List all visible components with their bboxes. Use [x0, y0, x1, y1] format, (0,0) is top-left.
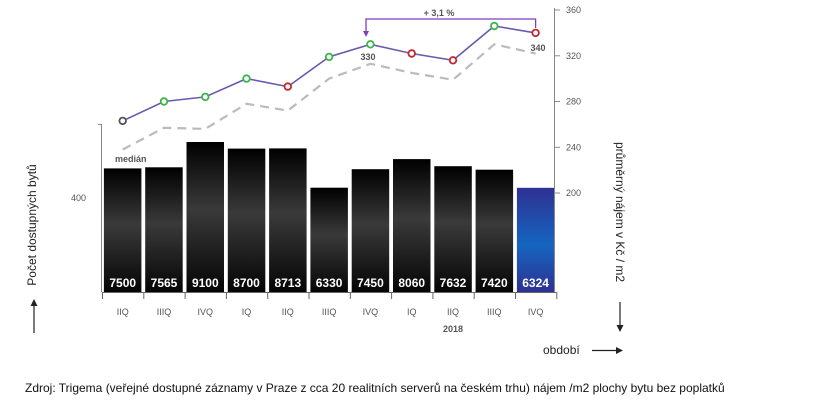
average-rent-point: [159, 97, 169, 106]
x-tick-label: IIIQ: [322, 307, 337, 317]
median-label: medián: [115, 154, 147, 164]
bar: [516, 187, 555, 292]
right-tick-label: 320: [566, 51, 581, 61]
axes-layer: IIQ IIIQ IVQ IQ IIQ IIIQ IVQ IQ IIQ IIIQ IVQ 2018 40…: [71, 5, 581, 334]
x-tick-label: IIIQ: [157, 307, 172, 317]
bar-value-label: 8713: [274, 276, 301, 290]
x-tick-label: IIQ: [282, 307, 294, 317]
x-tick-label: IVQ: [198, 307, 214, 317]
right-tick-label: 280: [566, 97, 581, 107]
lines-layer: [118, 21, 540, 151]
bar: [186, 142, 224, 292]
change-bracket-arrow: [363, 31, 369, 37]
average-rent-point: [448, 56, 458, 65]
bar-value-label: 7420: [481, 276, 508, 290]
right-tick-label: 360: [566, 5, 581, 15]
x-tick-label: IIQ: [117, 307, 129, 317]
bar: [393, 159, 431, 292]
average-rent-point: [324, 52, 334, 62]
bar-value-label: 8060: [398, 276, 425, 290]
change-label: + 3,1 %: [424, 8, 455, 18]
source-note: Zdroj: Trigema (veřejné dostupné záznamy…: [25, 381, 725, 395]
bar-value-label: 9100: [192, 276, 219, 290]
x-tick-label: IIQ: [447, 307, 459, 317]
average-rent-point: [201, 92, 210, 102]
labels-layer: 7500 7565 9100 8700 8713 6330 7450 8060 7632 7420…: [25, 8, 627, 357]
x-tick-label: IQ: [407, 307, 417, 317]
average-rent-point: [490, 21, 499, 31]
average-rent-point: [242, 74, 251, 83]
x-axis-arrowhead: [616, 347, 623, 354]
average-rent-point: [366, 40, 375, 49]
x-axis-title: období: [543, 343, 580, 357]
bar-value-label: 6324: [522, 276, 549, 290]
x-tick-label: IQ: [242, 307, 252, 317]
bar: [434, 166, 472, 292]
bar: [475, 169, 514, 292]
right-axis-title: průměrný nájem v Kč / m2: [613, 142, 627, 282]
bar-value-label: 7632: [440, 276, 467, 290]
median-rent-line: [122, 43, 536, 151]
year-label: 2018: [443, 324, 463, 334]
bar-value-label: 6330: [316, 276, 343, 290]
bars-layer: [103, 142, 555, 292]
bar: [351, 169, 390, 292]
average-rent-point: [283, 82, 292, 91]
left-axis-title: Počet dostupných bytů: [25, 164, 39, 285]
bar: [145, 167, 183, 292]
last-value-label: 340: [530, 43, 545, 53]
change-bracket: [365, 18, 537, 33]
bar-value-label: 7565: [151, 276, 178, 290]
average-rent-line: [122, 25, 536, 122]
average-rent-point: [531, 28, 540, 38]
bar: [227, 148, 266, 292]
bar: [269, 148, 307, 292]
left-axis-arrowhead: [30, 299, 38, 306]
bar: [310, 187, 348, 292]
median-value-label: 330: [360, 52, 375, 62]
bar-value-label: 8700: [233, 276, 260, 290]
chart: IIQ IIIQ IVQ IQ IIQ IIIQ IVQ IQ IIQ IIIQ IVQ 2018 40…: [25, 5, 627, 357]
right-axis-arrowhead: [616, 325, 624, 332]
x-tick-label: IIIQ: [487, 307, 502, 317]
bar-value-label: 7450: [357, 276, 384, 290]
right-tick-label: 240: [566, 142, 581, 152]
x-tick-label: IVQ: [363, 307, 379, 317]
left-tick-label: 400: [71, 193, 86, 203]
bar-value-label: 7500: [109, 276, 136, 290]
right-tick-label: 200: [566, 188, 581, 198]
x-tick-label: IVQ: [528, 307, 544, 317]
average-rent-point: [118, 116, 127, 126]
average-rent-point: [407, 49, 416, 58]
bar: [103, 168, 142, 292]
